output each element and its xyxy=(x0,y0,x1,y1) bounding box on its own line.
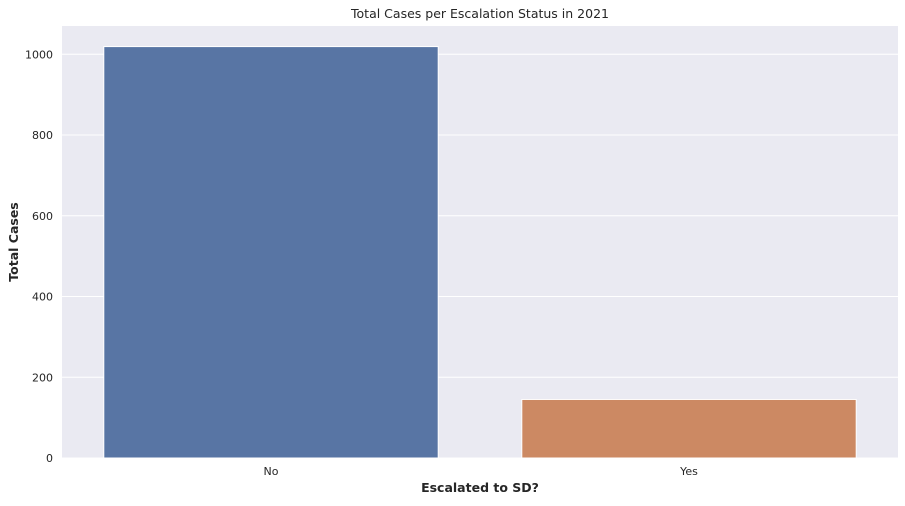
y-tick-label: 200 xyxy=(32,371,53,384)
x-tick-label: No xyxy=(264,465,279,478)
bar-yes xyxy=(521,398,857,459)
y-tick-label: 800 xyxy=(32,129,53,142)
x-axis-label: Escalated to SD? xyxy=(421,480,539,495)
chart-title: Total Cases per Escalation Status in 202… xyxy=(350,6,609,21)
bar-no xyxy=(103,46,439,459)
y-tick-label: 600 xyxy=(32,210,53,223)
x-tick-label: Yes xyxy=(679,465,698,478)
y-tick-label: 400 xyxy=(32,291,53,304)
bars xyxy=(103,46,857,459)
y-axis-ticks: 0 200 400 600 800 1000 xyxy=(25,48,53,465)
y-tick-label: 0 xyxy=(46,452,53,465)
y-tick-label: 1000 xyxy=(25,48,53,61)
x-axis-ticks: No Yes xyxy=(264,465,699,478)
y-axis-label: Total Cases xyxy=(6,202,21,281)
